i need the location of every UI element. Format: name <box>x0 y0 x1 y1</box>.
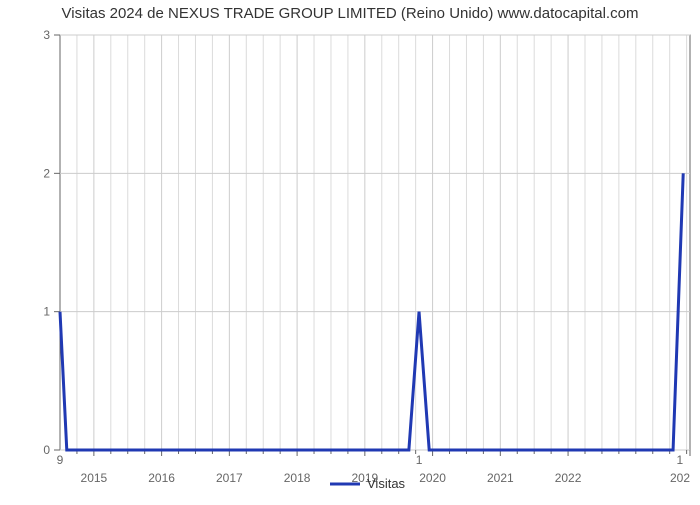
svg-text:2015: 2015 <box>81 471 108 485</box>
y-tick-labels: 0 1 2 3 <box>43 28 60 457</box>
svg-text:1: 1 <box>677 453 684 467</box>
legend-label: Visitas <box>367 476 406 491</box>
svg-text:2018: 2018 <box>284 471 311 485</box>
svg-text:2021: 2021 <box>487 471 514 485</box>
visits-line-chart: Visitas 2024 de NEXUS TRADE GROUP LIMITE… <box>0 0 700 500</box>
svg-text:2020: 2020 <box>419 471 446 485</box>
svg-text:1: 1 <box>416 453 423 467</box>
chart-title: Visitas 2024 de NEXUS TRADE GROUP LIMITE… <box>62 5 639 22</box>
plot-border <box>60 35 690 450</box>
svg-text:2016: 2016 <box>148 471 175 485</box>
grid-x-minor <box>77 35 687 450</box>
svg-text:0: 0 <box>43 443 50 457</box>
svg-text:9: 9 <box>57 453 64 467</box>
legend: Visitas <box>330 476 406 491</box>
grid-y <box>60 35 690 450</box>
svg-text:2: 2 <box>43 166 50 180</box>
svg-text:202: 202 <box>670 471 690 485</box>
point-labels: 9 1 1 <box>57 453 684 467</box>
svg-text:2022: 2022 <box>555 471 582 485</box>
svg-text:1: 1 <box>43 305 50 319</box>
svg-text:3: 3 <box>43 28 50 42</box>
svg-text:2017: 2017 <box>216 471 243 485</box>
